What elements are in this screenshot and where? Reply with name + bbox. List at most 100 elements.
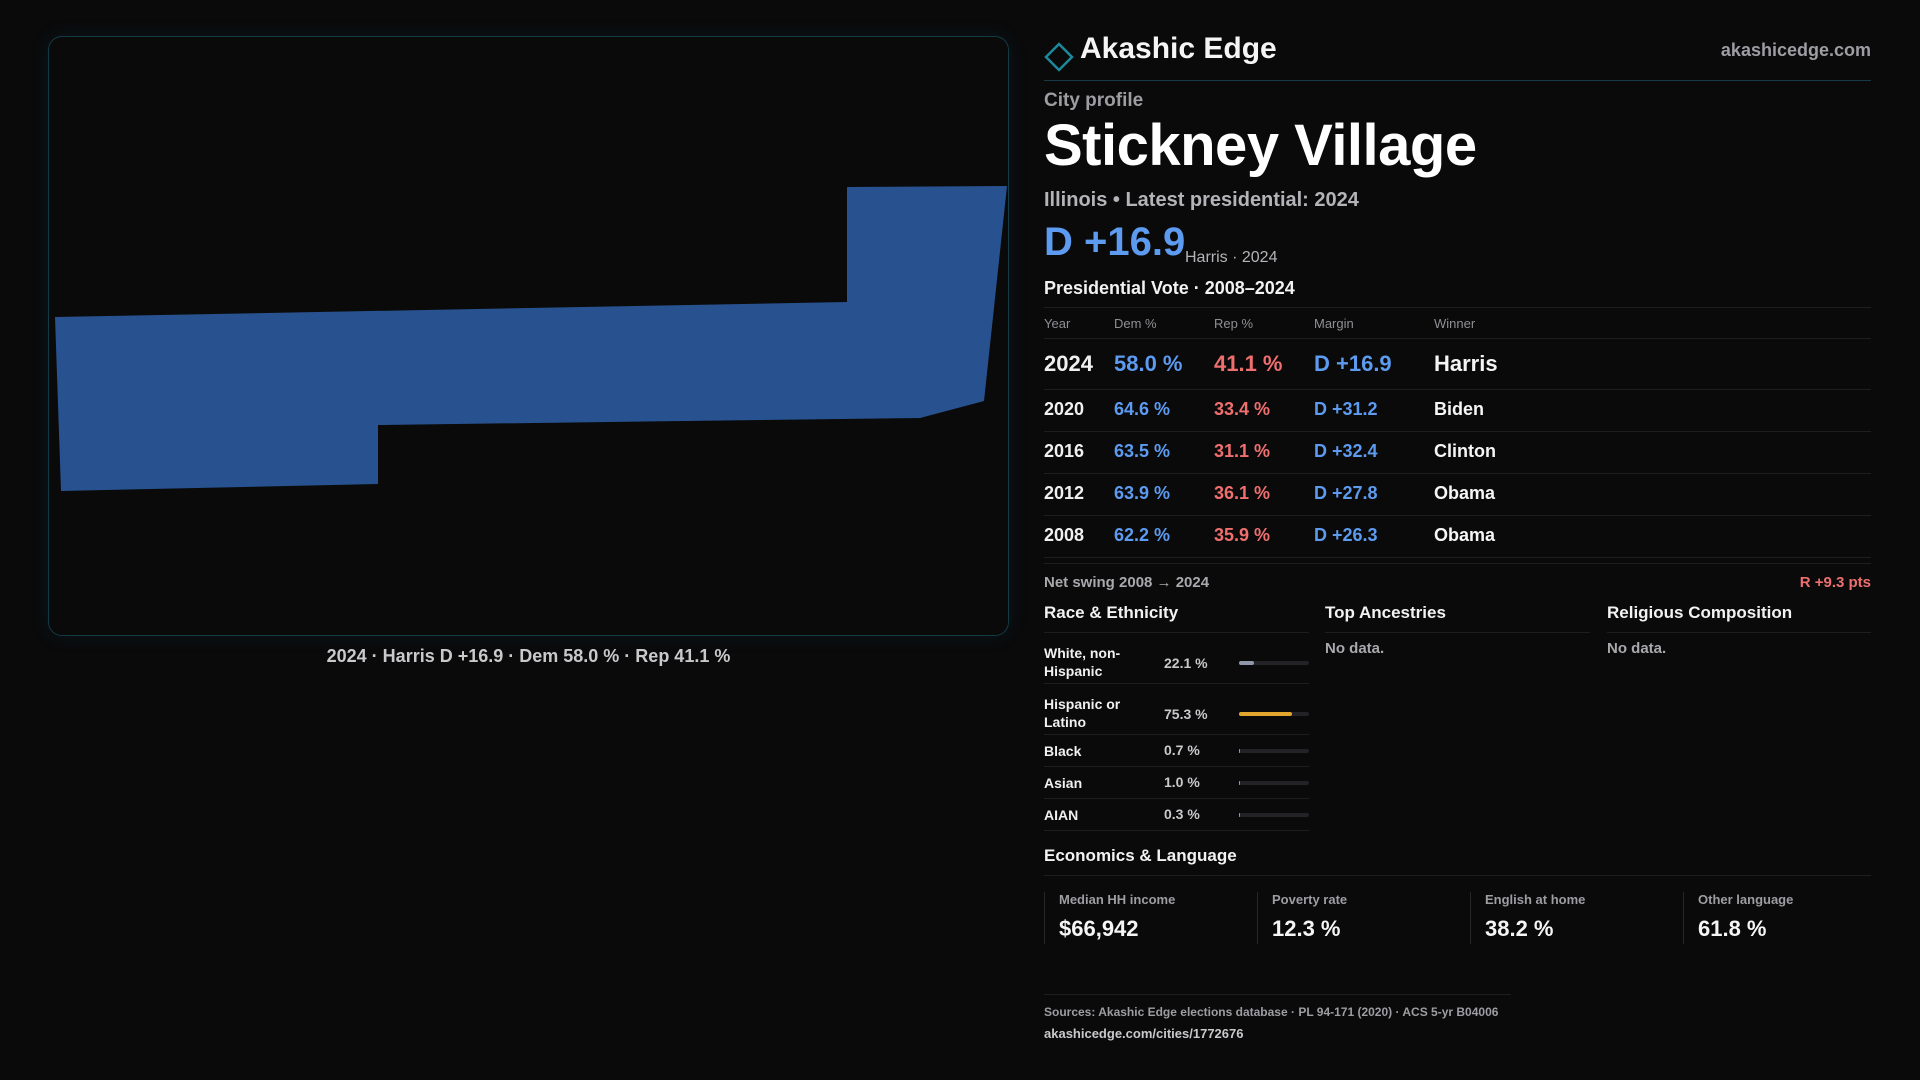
econ-value: $66,942 <box>1059 916 1139 941</box>
race-name: White, non-Hispanic <box>1044 645 1121 679</box>
race-bar-fill <box>1239 781 1241 785</box>
econ-label: Median HH income <box>1059 892 1176 907</box>
cell-rep: 31.1 % <box>1214 441 1271 461</box>
table-header-row: Year Dem % Rep % Margin Winner <box>1044 308 1871 339</box>
sources-text: Sources: Akashic Edge elections database… <box>1044 1005 1499 1019</box>
cell-year: 2008 <box>1044 525 1085 545</box>
ancestries-empty-text: No data. <box>1325 640 1385 657</box>
latest-margin-note: Harris · 2024 <box>1185 249 1278 266</box>
net-swing-row: Net swing 2008 → 2024 R +9.3 pts <box>1044 563 1871 596</box>
race-name: Asian <box>1044 775 1083 791</box>
religion-divider <box>1607 632 1871 633</box>
cell-winner: Harris <box>1434 351 1498 376</box>
econ-card-income: Median HH income $66,942 <box>1044 892 1257 944</box>
race-name: AIAN <box>1044 807 1079 823</box>
race-bar <box>1239 749 1309 753</box>
net-swing-label: Net swing 2008 → 2024 <box>1044 574 1210 591</box>
diamond-logo-icon <box>1044 42 1074 72</box>
net-swing-value: R +9.3 pts <box>1799 574 1871 591</box>
source-url-link[interactable]: akashicedge.com/cities/1772676 <box>1044 1026 1244 1041</box>
cell-winner: Obama <box>1434 483 1496 503</box>
profile-kicker: City profile <box>1044 90 1144 111</box>
econ-value: 12.3 % <box>1272 916 1341 941</box>
table-row: 2024 58.0 % 41.1 % D +16.9 Harris <box>1044 339 1871 390</box>
page-title: Stickney Village <box>1044 113 1477 178</box>
latest-margin: D +16.9 <box>1044 220 1186 264</box>
vote-table-title: Presidential Vote · 2008–2024 <box>1044 278 1295 298</box>
cell-rep: 33.4 % <box>1214 399 1271 419</box>
econ-value: 38.2 % <box>1485 916 1554 941</box>
ancestries-section-title: Top Ancestries <box>1325 603 1446 622</box>
cell-dem: 63.9 % <box>1114 483 1171 503</box>
race-bar <box>1239 813 1309 817</box>
econ-label: Other language <box>1698 892 1794 907</box>
cell-year: 2020 <box>1044 399 1085 419</box>
race-bar <box>1239 781 1309 785</box>
economics-divider <box>1044 875 1871 876</box>
brand-url-link[interactable]: akashicedge.com <box>1720 40 1871 60</box>
cell-margin: D +16.9 <box>1314 351 1392 376</box>
race-row: Black 0.7 % <box>1044 735 1309 767</box>
col-header-winner: Winner <box>1434 316 1476 331</box>
religion-empty-text: No data. <box>1607 640 1667 657</box>
cell-margin: D +32.4 <box>1314 441 1378 461</box>
col-header-year: Year <box>1044 316 1071 331</box>
econ-card-english: English at home 38.2 % <box>1470 892 1683 944</box>
state-subline: Illinois • Latest presidential: 2024 <box>1044 189 1359 211</box>
col-header-dem: Dem % <box>1114 316 1157 331</box>
cell-winner: Biden <box>1434 399 1485 419</box>
econ-label: English at home <box>1485 892 1586 907</box>
cell-year: 2012 <box>1044 483 1085 503</box>
race-value: 0.7 % <box>1164 742 1200 758</box>
race-bar-fill <box>1239 813 1241 817</box>
race-bar-fill <box>1239 661 1255 665</box>
race-name: Black <box>1044 743 1082 759</box>
cell-margin: D +27.8 <box>1314 483 1378 503</box>
presidential-vote-table: Year Dem % Rep % Margin Winner 2024 58.0… <box>1044 307 1871 558</box>
col-header-rep: Rep % <box>1214 316 1254 331</box>
cell-winner: Clinton <box>1434 441 1496 461</box>
table-row: 2020 64.6 % 33.4 % D +31.2 Biden <box>1044 390 1871 432</box>
cell-rep: 36.1 % <box>1214 483 1271 503</box>
econ-card-poverty: Poverty rate 12.3 % <box>1257 892 1470 944</box>
cell-dem: 58.0 % <box>1114 351 1183 376</box>
cell-dem: 62.2 % <box>1114 525 1171 545</box>
cell-dem: 63.5 % <box>1114 441 1171 461</box>
cell-year: 2024 <box>1044 351 1093 376</box>
race-name: Hispanic or Latino <box>1044 696 1121 730</box>
econ-value: 61.8 % <box>1698 916 1767 941</box>
race-row: Asian 1.0 % <box>1044 767 1309 799</box>
map-panel[interactable] <box>48 36 1009 636</box>
race-bar <box>1239 661 1309 665</box>
race-bar-fill <box>1239 749 1241 753</box>
cell-margin: D +31.2 <box>1314 399 1378 419</box>
race-value: 22.1 % <box>1164 655 1208 671</box>
econ-label: Poverty rate <box>1272 892 1348 907</box>
sources-footer: Sources: Akashic Edge elections database… <box>1044 994 1511 1041</box>
col-header-margin: Margin <box>1314 316 1354 331</box>
race-row: AIAN 0.3 % <box>1044 799 1309 831</box>
table-row: 2016 63.5 % 31.1 % D +32.4 Clinton <box>1044 432 1871 474</box>
economics-section-title: Economics & Language <box>1044 846 1237 865</box>
race-row: White, non-Hispanic 22.1 % <box>1044 633 1309 684</box>
religion-section-title: Religious Composition <box>1607 603 1793 622</box>
race-bar-fill <box>1239 712 1292 716</box>
ancestries-divider <box>1325 632 1590 633</box>
race-value: 0.3 % <box>1164 806 1200 822</box>
race-value: 1.0 % <box>1164 774 1200 790</box>
cell-rep: 35.9 % <box>1214 525 1271 545</box>
brand-name: Akashic Edge <box>1080 32 1277 65</box>
city-boundary-map <box>55 186 1007 491</box>
brand-header: Akashic Edge akashicedge.com <box>1044 32 1871 81</box>
cell-year: 2016 <box>1044 441 1085 461</box>
table-row: 2008 62.2 % 35.9 % D +26.3 Obama <box>1044 516 1871 558</box>
city-boundary-shape[interactable] <box>55 186 1007 491</box>
race-value: 75.3 % <box>1164 706 1208 722</box>
race-bar <box>1239 712 1309 716</box>
race-divider <box>1044 632 1309 633</box>
cell-winner: Obama <box>1434 525 1496 545</box>
cell-dem: 64.6 % <box>1114 399 1171 419</box>
econ-card-other-language: Other language 61.8 % <box>1683 892 1872 944</box>
cell-rep: 41.1 % <box>1214 351 1283 376</box>
map-caption: 2024 · Harris D +16.9 · Dem 58.0 % · Rep… <box>326 646 731 666</box>
